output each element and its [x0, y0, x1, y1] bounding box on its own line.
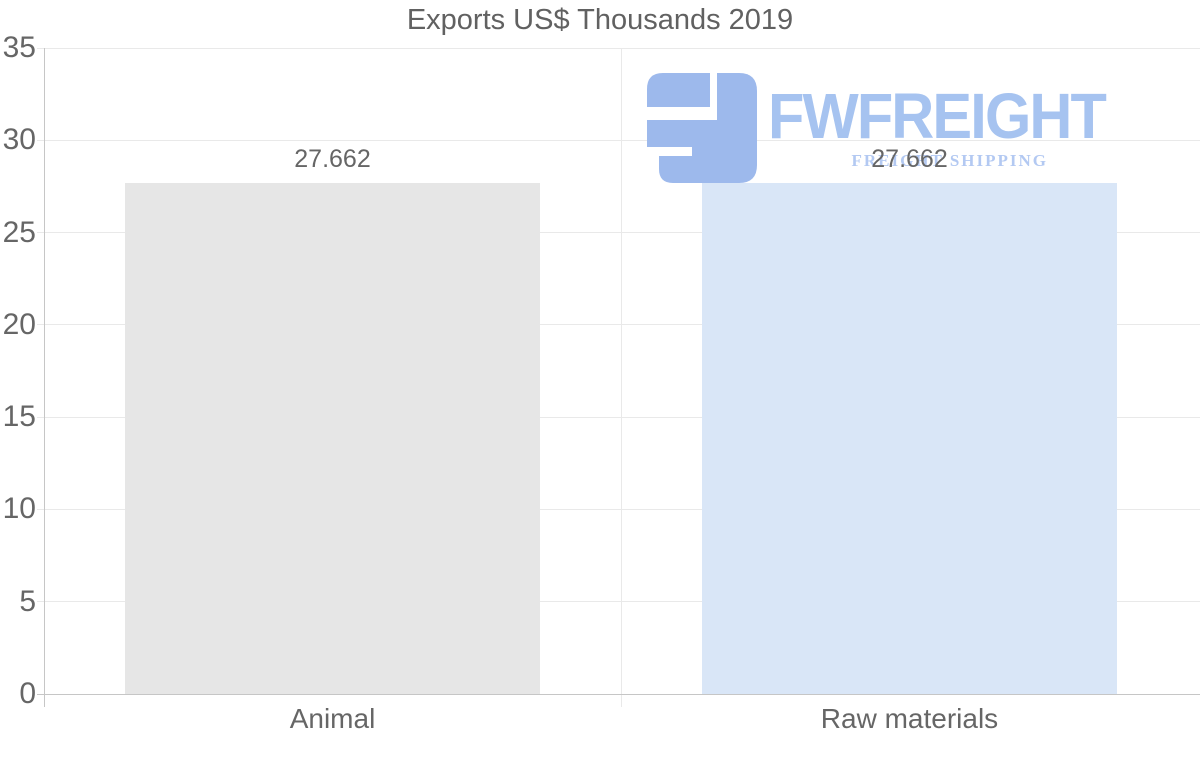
y-tick-label-15: 15	[2, 400, 36, 434]
watermark: FWFREIGHT FREIGHT SHIPPING	[647, 73, 1130, 183]
watermark-text-block: FWFREIGHT FREIGHT SHIPPING	[768, 80, 1130, 171]
y-axis-line	[43, 48, 45, 707]
x-axis-baseline	[37, 693, 1200, 695]
gridline-y-20	[37, 324, 1200, 326]
x-axis-label-raw-materials: Raw materials	[820, 703, 999, 734]
y-tick-label-20: 20	[2, 307, 36, 341]
y-tick-label-0: 0	[19, 677, 36, 710]
y-tick-label-10: 10	[2, 492, 36, 526]
y-tick-label-30: 30	[2, 123, 36, 157]
y-tick-label-35: 35	[2, 31, 36, 64]
watermark-brand-text: FWFREIGHT	[768, 80, 1107, 152]
gridline-y-25	[37, 232, 1200, 234]
gridline-y-10	[37, 508, 1200, 510]
fwfreight-logo-icon	[647, 73, 757, 183]
gridline-y-30	[37, 139, 1200, 141]
bar-value-label-animal: 27.662	[294, 145, 371, 174]
category-separator-line	[620, 48, 622, 707]
chart-title: Exports US$ Thousands 2019	[406, 4, 794, 36]
watermark-tagline-text: FREIGHT SHIPPING	[851, 151, 1048, 170]
y-tick-label-25: 25	[2, 215, 36, 249]
gridline-y-35	[37, 47, 1200, 49]
y-tick-label-5: 5	[19, 584, 36, 618]
bar-raw-materials[interactable]	[702, 183, 1117, 694]
bar-animal[interactable]	[125, 183, 540, 694]
gridline-y-15	[37, 416, 1200, 418]
gridline-y-5	[37, 601, 1200, 603]
bar-value-label-raw-materials: 27.662	[871, 145, 948, 174]
x-axis-label-animal: Animal	[289, 703, 376, 734]
